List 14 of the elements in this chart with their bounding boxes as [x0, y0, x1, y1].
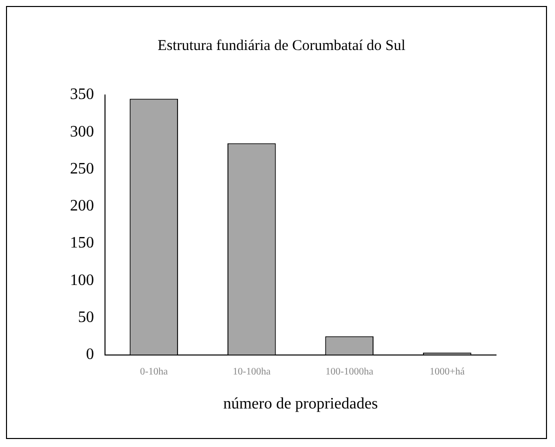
x-tick-label: 1000+há: [430, 366, 466, 378]
y-tick-label: 100: [70, 272, 94, 289]
y-tick-label: 50: [78, 308, 94, 326]
chart-title: Estrutura fundiária de Corumbataí do Sul: [158, 38, 406, 54]
x-axis-title: número de propriedades: [223, 396, 378, 413]
y-tick-label: 250: [70, 160, 94, 178]
y-tick-label: 300: [70, 123, 94, 140]
x-tick-label: 10-100ha: [232, 366, 272, 378]
y-tick-label: 150: [70, 234, 94, 252]
y-tick-label: 350: [70, 86, 94, 104]
y-tick-label: 200: [70, 198, 94, 215]
x-tick-label: 0-10ha: [140, 366, 168, 378]
y-tick-label: 0: [86, 346, 94, 364]
x-tick-label: 100-1000ha: [325, 366, 374, 378]
